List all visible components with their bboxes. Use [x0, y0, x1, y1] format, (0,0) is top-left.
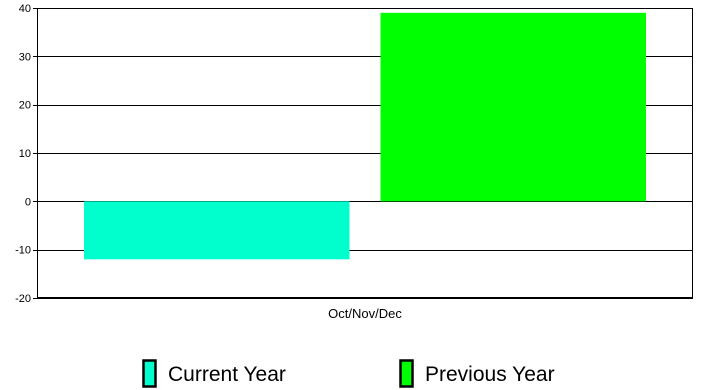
bar-current-year — [84, 201, 350, 260]
y-tick-label: 40 — [19, 3, 31, 15]
legend: Current Year Previous Year — [142, 359, 555, 388]
y-axis-ticks: 40 30 20 10 0 -10 -20 — [15, 3, 37, 305]
x-category-label: Oct/Nov/Dec — [328, 306, 402, 321]
y-tick-label: 10 — [19, 148, 31, 160]
legend-label-previous-year: Previous Year — [425, 363, 555, 386]
y-tick-label: 0 — [25, 196, 31, 208]
y-tick-label: -10 — [15, 245, 31, 257]
bar-previous-year — [380, 12, 646, 202]
bars — [84, 12, 646, 260]
x-axis-categories: Oct/Nov/Dec — [328, 306, 402, 321]
plot-frame — [37, 8, 693, 298]
legend-swatch-previous-year — [399, 359, 414, 388]
legend-label-current-year: Current Year — [168, 363, 286, 386]
y-tick-label: 30 — [19, 51, 31, 63]
y-tick-label: 20 — [19, 100, 31, 112]
y-tick-label: -20 — [15, 293, 31, 305]
legend-swatch-current-year — [142, 359, 157, 388]
